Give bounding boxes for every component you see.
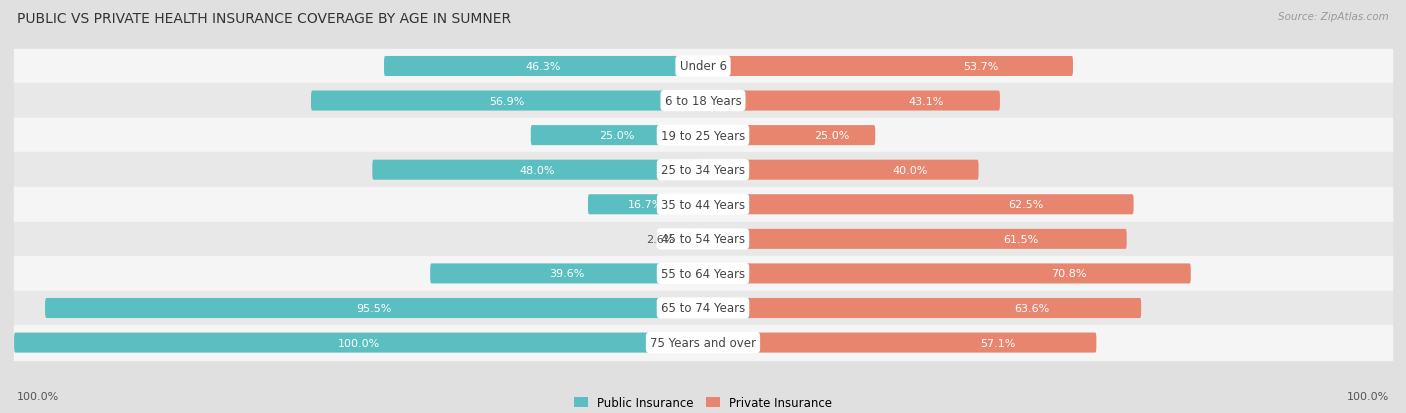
Bar: [14, 256, 1392, 291]
Text: 19 to 25 Years: 19 to 25 Years: [661, 129, 745, 142]
FancyBboxPatch shape: [531, 126, 703, 146]
Text: 63.6%: 63.6%: [1014, 303, 1049, 313]
FancyBboxPatch shape: [703, 91, 1000, 111]
Text: 61.5%: 61.5%: [1002, 234, 1039, 244]
FancyBboxPatch shape: [703, 264, 1191, 284]
Text: 25 to 34 Years: 25 to 34 Years: [661, 164, 745, 177]
FancyBboxPatch shape: [373, 160, 703, 180]
Text: Source: ZipAtlas.com: Source: ZipAtlas.com: [1278, 12, 1389, 22]
Text: Under 6: Under 6: [679, 60, 727, 73]
Text: 46.3%: 46.3%: [526, 62, 561, 72]
FancyBboxPatch shape: [703, 333, 1097, 353]
FancyBboxPatch shape: [685, 229, 703, 249]
Text: 65 to 74 Years: 65 to 74 Years: [661, 302, 745, 315]
FancyBboxPatch shape: [703, 160, 979, 180]
Text: 55 to 64 Years: 55 to 64 Years: [661, 267, 745, 280]
Text: 25.0%: 25.0%: [599, 131, 634, 141]
FancyBboxPatch shape: [703, 229, 1126, 249]
Text: 62.5%: 62.5%: [1008, 200, 1043, 210]
Text: 48.0%: 48.0%: [520, 165, 555, 175]
FancyBboxPatch shape: [14, 333, 703, 353]
Bar: [14, 119, 1392, 153]
Text: 70.8%: 70.8%: [1052, 269, 1087, 279]
FancyBboxPatch shape: [384, 57, 703, 77]
FancyBboxPatch shape: [703, 195, 1133, 215]
Text: 100.0%: 100.0%: [337, 338, 380, 348]
Bar: [14, 325, 1392, 360]
Text: 25.0%: 25.0%: [814, 131, 849, 141]
Legend: Public Insurance, Private Insurance: Public Insurance, Private Insurance: [569, 392, 837, 413]
Text: 39.6%: 39.6%: [548, 269, 585, 279]
FancyBboxPatch shape: [45, 298, 703, 318]
FancyBboxPatch shape: [588, 195, 703, 215]
Bar: [14, 222, 1392, 256]
Bar: [14, 84, 1392, 119]
Text: 45 to 54 Years: 45 to 54 Years: [661, 233, 745, 246]
FancyBboxPatch shape: [703, 126, 875, 146]
Bar: [14, 153, 1392, 188]
Bar: [14, 50, 1392, 84]
FancyBboxPatch shape: [311, 91, 703, 111]
Text: PUBLIC VS PRIVATE HEALTH INSURANCE COVERAGE BY AGE IN SUMNER: PUBLIC VS PRIVATE HEALTH INSURANCE COVER…: [17, 12, 510, 26]
Bar: [14, 188, 1392, 222]
FancyBboxPatch shape: [703, 298, 1142, 318]
Text: 100.0%: 100.0%: [17, 391, 59, 401]
Text: 6 to 18 Years: 6 to 18 Years: [665, 95, 741, 108]
Text: 53.7%: 53.7%: [963, 62, 998, 72]
Text: 16.7%: 16.7%: [628, 200, 664, 210]
Text: 57.1%: 57.1%: [980, 338, 1015, 348]
Text: 100.0%: 100.0%: [1347, 391, 1389, 401]
Text: 2.6%: 2.6%: [647, 234, 675, 244]
Text: 95.5%: 95.5%: [356, 303, 392, 313]
Text: 75 Years and over: 75 Years and over: [650, 336, 756, 349]
Text: 56.9%: 56.9%: [489, 96, 524, 106]
Text: 43.1%: 43.1%: [908, 96, 943, 106]
FancyBboxPatch shape: [430, 264, 703, 284]
Bar: [14, 291, 1392, 325]
Text: 40.0%: 40.0%: [891, 165, 928, 175]
Text: 35 to 44 Years: 35 to 44 Years: [661, 198, 745, 211]
FancyBboxPatch shape: [703, 57, 1073, 77]
